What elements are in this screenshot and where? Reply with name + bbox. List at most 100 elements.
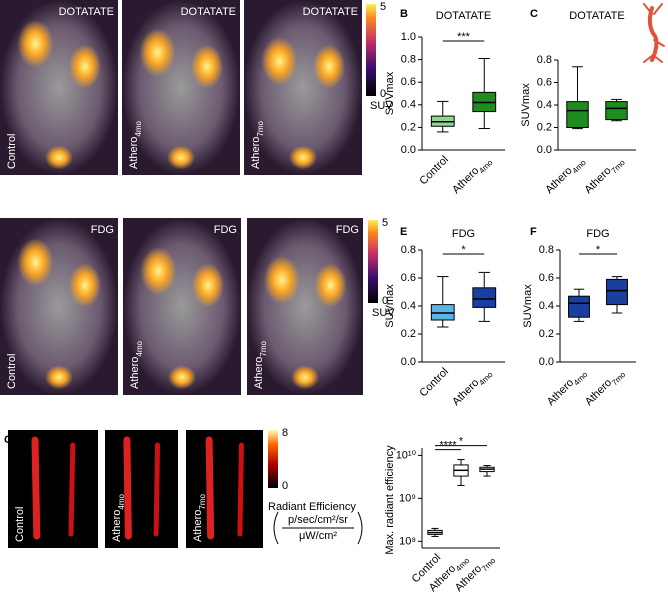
image-label-part: Control	[14, 507, 26, 542]
image-tag: FDG	[214, 224, 237, 236]
y-tick-label: 0.2	[537, 121, 552, 133]
box	[568, 295, 590, 318]
image-tag: DOTATATE	[181, 6, 236, 18]
uptake	[314, 263, 347, 308]
paren	[357, 511, 363, 545]
bone	[123, 436, 132, 540]
y-tick-label: 0.4	[539, 300, 554, 312]
box	[472, 287, 497, 308]
chart-title: FDG	[452, 228, 475, 240]
image-label-part: Athero	[253, 357, 265, 389]
panel-letter: F	[530, 226, 537, 238]
y-tick-label: 0.2	[539, 328, 554, 340]
y-axis-label: SUVmax	[384, 284, 396, 328]
image-label-part: Athero	[128, 137, 140, 169]
colorbar-min: 0	[282, 480, 288, 492]
significance-label: *	[459, 435, 464, 447]
colorbar-min: 0	[382, 295, 388, 307]
image-label: Athero7mo	[250, 120, 265, 169]
image	[105, 430, 178, 548]
x-tick-label: Athero7mo	[583, 365, 628, 410]
colorbar	[268, 430, 278, 488]
uptake	[263, 255, 300, 304]
x-tick-label: Athero4mo	[545, 365, 590, 410]
image-label-part: Control	[6, 134, 18, 169]
image-label: Athero7mo	[253, 340, 268, 389]
uptake	[17, 238, 54, 287]
image-label: Athero4mo	[129, 340, 144, 389]
uptake	[68, 263, 101, 308]
x-tick-label-part: Control	[417, 366, 451, 400]
x-tick-label: Control	[417, 366, 451, 400]
chart-title: DOTATATE	[436, 10, 491, 22]
unit-numerator: p/sec/cm²/sr	[288, 514, 348, 526]
colorbar-max: 5	[380, 1, 386, 13]
uptake	[139, 28, 176, 77]
y-axis-label: SUVmax	[520, 83, 532, 127]
uptake	[291, 365, 319, 390]
x-tick-label-part: 7mo	[609, 157, 627, 175]
significance-label: *	[461, 244, 466, 256]
significance-label: ***	[457, 31, 471, 43]
bone	[68, 442, 76, 537]
y-tick-label: 0.0	[537, 144, 552, 156]
y-tick-label: 10⁹	[399, 492, 416, 504]
significance-label: *	[596, 244, 601, 256]
x-tick-label: Athero7mo	[582, 153, 627, 198]
image-tag: DOTATATE	[59, 6, 114, 18]
image-label-part: 4mo	[135, 340, 144, 356]
chart-title: DOTATATE	[569, 10, 624, 22]
bone	[205, 436, 215, 540]
y-tick-label: 0.8	[401, 244, 416, 256]
uptake	[190, 44, 223, 89]
image-label: Control	[6, 134, 18, 169]
image-label-part: Athero	[192, 510, 204, 542]
image-label-part: Athero	[111, 510, 123, 542]
uptake	[191, 263, 224, 308]
colorbar-title: Radiant Efficiency	[268, 501, 356, 513]
colorbar-min: 0	[380, 88, 386, 100]
x-tick-label-part: 4mo	[477, 157, 495, 175]
bone	[237, 442, 244, 537]
colorbar-unit: SUV	[372, 307, 395, 319]
artery-icon	[643, 3, 665, 63]
colorbar	[366, 4, 376, 96]
uptake	[167, 145, 195, 170]
panel-letter: E	[400, 226, 407, 238]
y-tick-label: 0.0	[401, 144, 416, 156]
chart-title: FDG	[586, 228, 609, 240]
y-tick-label: 0.4	[401, 99, 416, 111]
y-axis-label: SUVmax	[522, 284, 534, 328]
uptake	[45, 145, 73, 170]
image-label-part: Control	[6, 354, 18, 389]
box	[606, 278, 628, 306]
y-tick-label: 0.2	[401, 328, 416, 340]
uptake	[68, 44, 101, 89]
image-label-part: Athero	[250, 137, 262, 169]
image-tag: DOTATATE	[303, 6, 358, 18]
image-label-part: 7mo	[198, 493, 207, 509]
uptake	[45, 365, 73, 390]
image	[186, 430, 263, 548]
y-tick-label: 0.6	[537, 76, 552, 88]
image-label: Athero4mo	[111, 493, 126, 542]
y-tick-label: 0.0	[539, 356, 554, 368]
uptake	[261, 37, 298, 86]
y-tick-label: 0.4	[537, 99, 552, 111]
image-label-part: 4mo	[134, 120, 143, 136]
paren	[273, 511, 279, 545]
y-tick-label: 0.6	[539, 272, 554, 284]
image-label: Athero4mo	[128, 120, 143, 169]
bone	[153, 442, 161, 537]
image-label-part: 7mo	[259, 340, 268, 356]
x-tick-label-part: 4mo	[477, 369, 495, 387]
image-label: Control	[14, 507, 26, 542]
y-tick-label: 0.4	[401, 300, 416, 312]
y-tick-label: 0.8	[537, 54, 552, 66]
uptake	[312, 44, 345, 89]
y-tick-label: 0.8	[401, 54, 416, 66]
colorbar-max: 5	[382, 217, 388, 229]
image-tag: FDG	[91, 224, 114, 236]
image-label: Athero7mo	[192, 493, 207, 542]
